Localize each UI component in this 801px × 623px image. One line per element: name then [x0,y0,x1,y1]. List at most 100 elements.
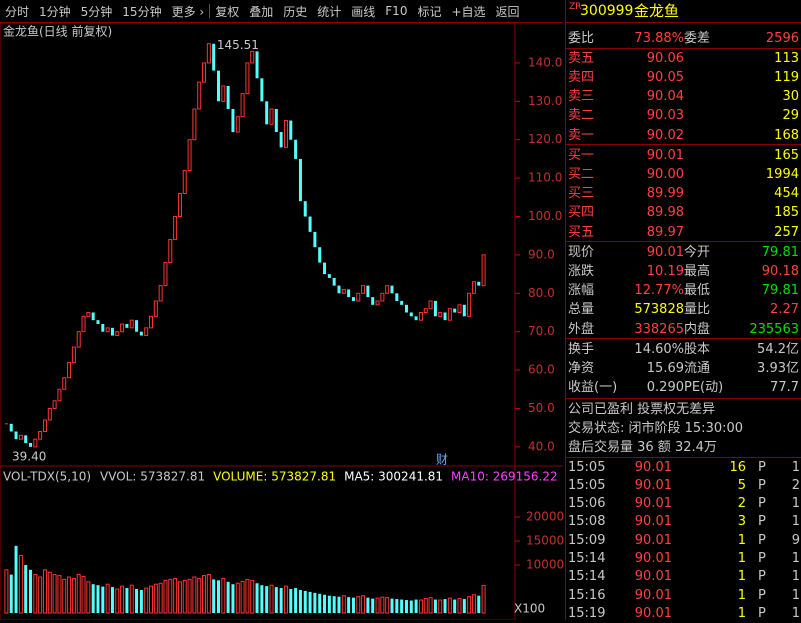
candle [375,300,380,306]
candle [120,323,125,333]
volume-bar [313,592,317,613]
row: 买四 89.98 185 [566,203,801,222]
volume-bar [380,596,385,614]
volume-bar [294,588,298,613]
cell: 换手 [568,341,595,357]
volume-bar [216,580,220,613]
volume-bar [144,587,149,614]
cell: 14.60% [634,341,684,357]
candle [38,431,43,440]
candle [62,377,67,390]
volume-bar [187,578,192,614]
volume-bar [443,599,447,613]
toolbar-button[interactable]: 15分钟 [122,4,162,19]
cell: 90.01 [634,514,672,530]
frame [0,22,516,620]
cell: 168 [774,127,799,143]
toolbar-button[interactable]: 叠加 [249,4,274,19]
toolbar-button[interactable]: 5分钟 [80,4,113,19]
cell: 5 [737,477,746,493]
candle [371,297,375,305]
cell: 1 [791,605,800,621]
toolbar-button[interactable]: 更多 › [171,4,205,19]
vol-legend: MA10: 269156.22 [451,470,558,484]
candle [289,120,293,140]
volume-bar [274,587,278,613]
volume-bar [255,583,259,613]
volume-bar [120,585,125,614]
cell: 买二 [568,166,595,182]
toolbar-button[interactable]: 历史 [283,4,308,19]
volume-bar [240,580,245,614]
volume-bar [371,598,375,613]
volume-bar [471,594,476,614]
candle [173,216,178,241]
y-tick-label: 120.0 [528,132,562,146]
cell: 涨跌 [568,263,595,279]
volume-bar [57,575,62,614]
volume-bar [38,576,43,614]
candle [226,85,230,110]
volume-bar [206,574,211,614]
candle [250,50,255,64]
candle [462,304,466,317]
row: 15:05 90.01 5 P 2 [566,476,801,495]
candle [235,116,240,133]
volume-bar [62,578,67,614]
cell: 买四 [568,205,595,221]
candle [332,277,336,286]
cell: 2596 [765,30,799,46]
volume-bar [177,581,182,614]
row: 盘后交易量 36 额 32.4万 [566,438,801,457]
cell: 79.81 [761,244,799,260]
candle [337,285,341,294]
toolbar-button[interactable]: 返回 [495,4,520,19]
row: 15:08 90.01 3 P 1 [566,512,801,531]
cell: 90.05 [646,69,684,85]
cell: 1 [737,569,746,585]
cell: 90.01 [634,587,672,603]
volume-bar [457,598,462,614]
toolbar-button[interactable]: 标记 [417,4,442,19]
candle [298,158,302,202]
code: 300999 [580,3,634,19]
toolbar-button[interactable]: 复权 [215,4,240,19]
candle [110,327,114,336]
toolbar-button[interactable]: F10 [385,4,408,18]
row: 15:05 90.01 16 P 1 [566,458,801,477]
candle [390,285,394,294]
candle [4,423,8,425]
cell: 9 [791,532,800,548]
toolbar-button[interactable]: 统计 [317,4,342,19]
volume-bar [308,591,312,613]
cell: 3 [737,514,746,530]
toolbar: 分时 1分钟 5分钟 15分钟 更多 › 复权 叠加 历史 统计 画线 F10 标记 +自选 返回 [0,0,563,23]
cell: PE(动) [684,380,724,396]
cell: 收益(一) [568,380,618,396]
toolbar-button[interactable]: 分时 [5,4,30,19]
candle [168,239,173,264]
volume-bar [462,599,466,613]
cell: 185 [774,205,799,221]
candle [318,247,322,263]
candle [453,308,457,313]
volume-bar [356,596,361,614]
candle [294,139,298,159]
toolbar-button[interactable]: 1分钟 [39,4,71,19]
volume-bar [24,565,28,613]
low-label: 39.40 [12,449,46,463]
volume-bar [91,584,95,613]
cell: 2 [737,496,746,512]
separator [566,48,801,49]
cell: 1 [791,569,800,585]
toolbar-button[interactable]: +自选 [451,4,486,19]
volume-bar [235,582,240,614]
volume-bar [269,584,274,614]
cell: 90.00 [646,166,684,182]
candle [395,293,399,301]
toolbar-button[interactable]: 画线 [351,4,376,19]
candle [153,300,158,317]
cell: 15:06 [568,496,606,512]
candle [245,62,250,95]
row: 15:16 90.01 1 P 1 [566,586,801,605]
